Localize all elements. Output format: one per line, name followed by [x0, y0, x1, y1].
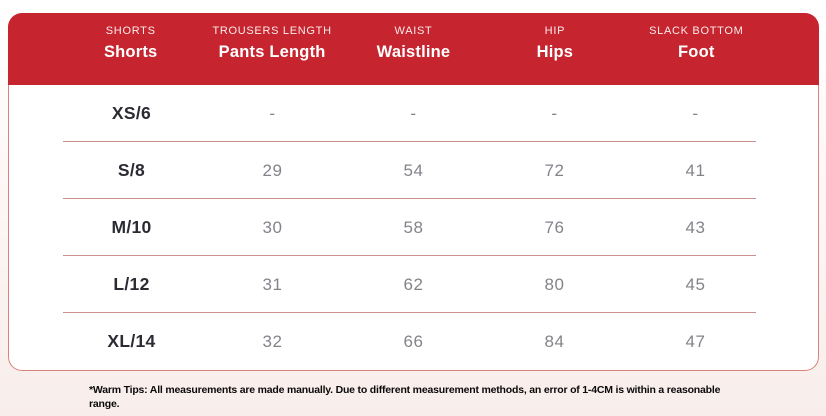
table-row-l12: L/12 31 62 80 45	[9, 256, 818, 313]
value-cell-pants-length: -	[269, 103, 276, 123]
value-cell-hips: 80	[544, 274, 565, 294]
header-label-top: WAIST	[394, 25, 433, 37]
header-cell-pants-length: TROUSERS LENGTH Pants Length	[201, 26, 342, 85]
header-label-main: Shorts	[103, 43, 158, 61]
value-cell-hips: 72	[544, 160, 565, 180]
value-cell-waistline: -	[410, 103, 417, 123]
value-cell-pants-length: 30	[262, 217, 283, 237]
header-label-top: TROUSERS LENGTH	[212, 25, 332, 37]
value-cell-foot: 45	[685, 274, 706, 294]
size-cell: M/10	[111, 217, 152, 237]
value-cell-pants-length: 32	[262, 331, 283, 351]
value-cell-foot: 43	[685, 217, 706, 237]
value-cell-waistline: 62	[403, 274, 424, 294]
header-label-top: HIP	[544, 25, 566, 37]
table-row-s8: S/8 29 54 72 41	[9, 142, 818, 199]
value-cell-foot: -	[692, 103, 699, 123]
table-row-m10: M/10 30 58 76 43	[9, 199, 818, 256]
header-cell-hips: HIP Hips	[484, 26, 625, 85]
value-cell-pants-length: 31	[262, 274, 283, 294]
size-cell: S/8	[117, 160, 146, 180]
header-label-main: Hips	[536, 43, 574, 61]
size-chart-header: SHORTS Shorts TROUSERS LENGTH Pants Leng…	[8, 13, 819, 85]
header-cell-foot: SLACK BOTTOM Foot	[626, 26, 767, 85]
header-label-main: Waistline	[376, 43, 451, 61]
size-cell: XS/6	[111, 103, 152, 123]
value-cell-hips: 76	[544, 217, 565, 237]
header-cell-waistline: WAIST Waistline	[343, 26, 484, 85]
warm-tips-text: *Warm Tips: All measurements are made ma…	[89, 384, 721, 411]
header-label-main: Foot	[678, 43, 715, 61]
value-cell-waistline: 58	[403, 217, 424, 237]
value-cell-foot: 41	[685, 160, 706, 180]
size-chart-body: XS/6 - - - - S/8 29 54 72 41 M/10 30 58 …	[8, 85, 819, 371]
header-label-main: Pants Length	[218, 43, 326, 61]
header-label-top: SHORTS	[105, 25, 156, 37]
table-row-xs6: XS/6 - - - -	[9, 85, 818, 142]
header-cell-shorts: SHORTS Shorts	[60, 26, 201, 85]
value-cell-pants-length: 29	[262, 160, 283, 180]
header-label-top: SLACK BOTTOM	[649, 25, 744, 37]
value-cell-waistline: 66	[403, 331, 424, 351]
value-cell-hips: -	[551, 103, 558, 123]
size-cell: XL/14	[107, 331, 156, 351]
value-cell-hips: 84	[544, 331, 565, 351]
table-row-xl14: XL/14 32 66 84 47	[9, 313, 818, 370]
footnote-container: *Warm Tips: All measurements are made ma…	[0, 383, 826, 411]
value-cell-foot: 47	[685, 331, 706, 351]
size-cell: L/12	[113, 274, 150, 294]
value-cell-waistline: 54	[403, 160, 424, 180]
size-chart-card: SHORTS Shorts TROUSERS LENGTH Pants Leng…	[8, 13, 819, 371]
